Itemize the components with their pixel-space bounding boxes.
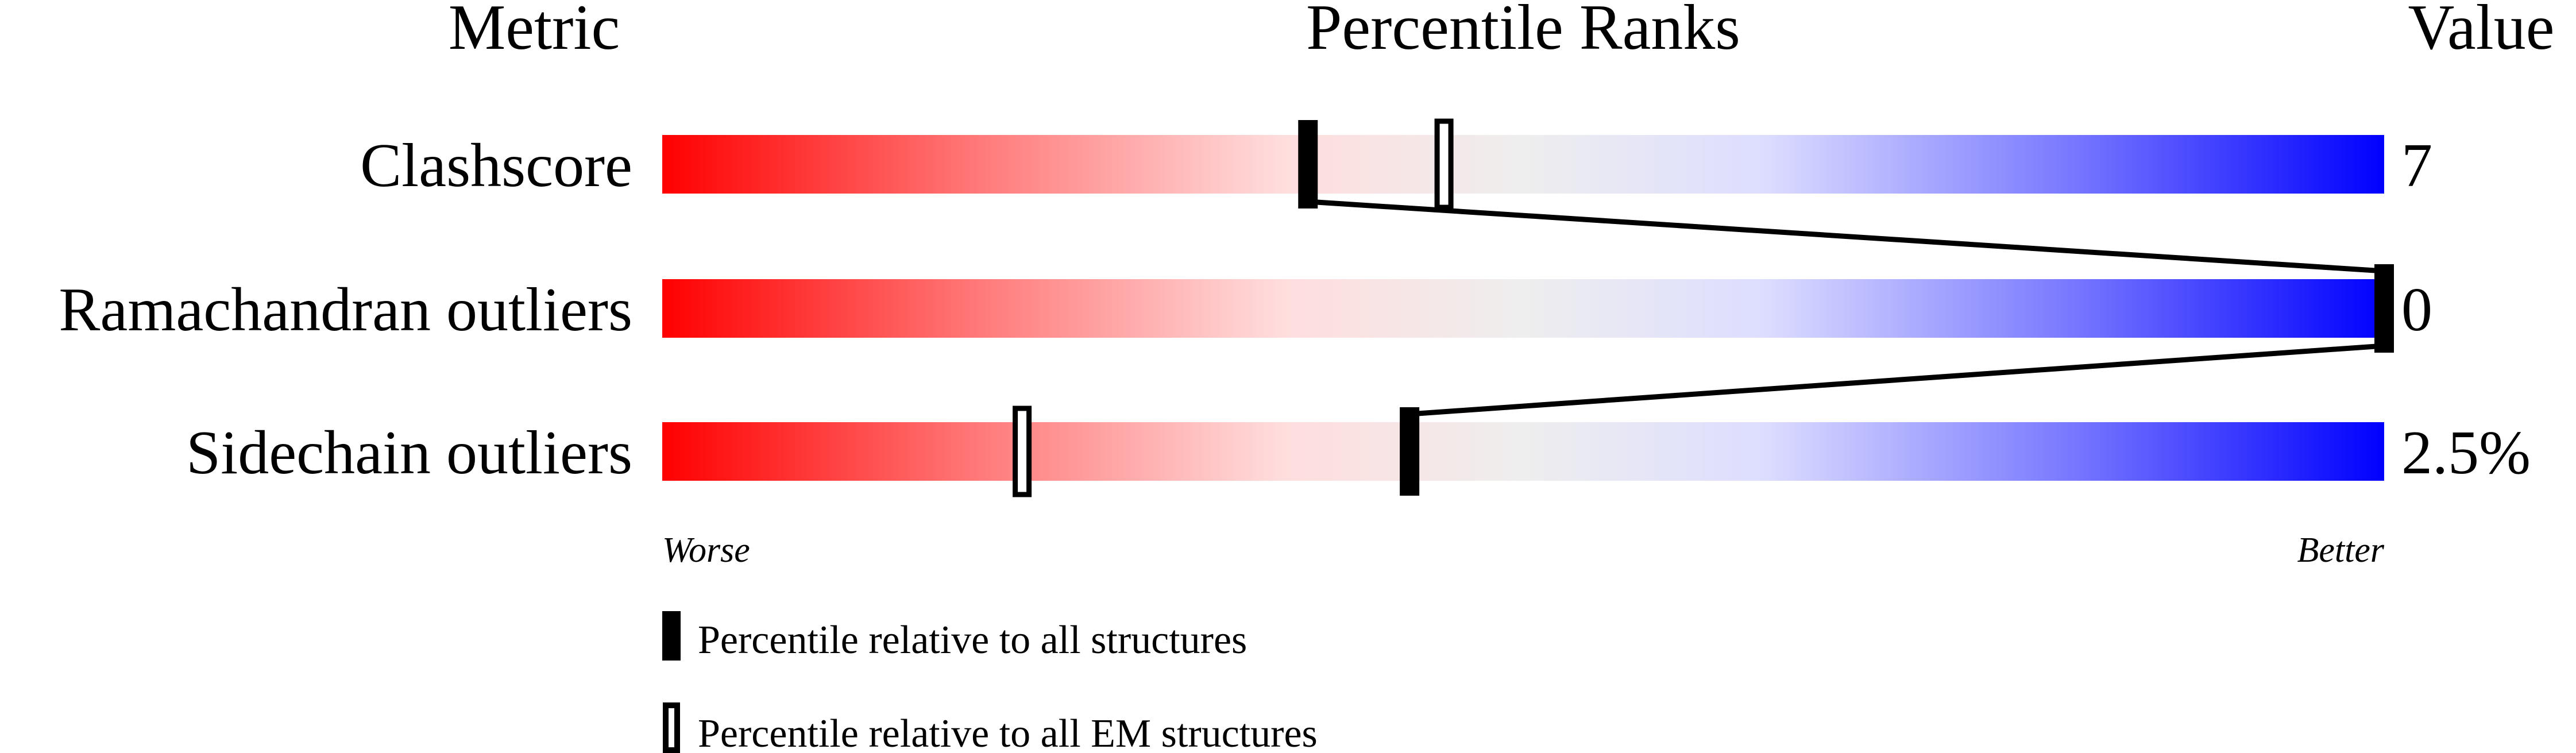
- marker-all: [1298, 120, 1318, 208]
- percentile-bar: [662, 422, 2384, 481]
- legend: Percentile relative to all structures Pe…: [662, 611, 1318, 753]
- header-metric: Metric: [449, 0, 620, 63]
- legend-marker-open: [663, 702, 680, 753]
- metric-label: Sidechain outliers: [186, 419, 632, 487]
- legend-label-all: Percentile relative to all structures: [698, 618, 1247, 662]
- metric-label: Clashscore: [360, 132, 632, 200]
- worse-label: Worse: [662, 531, 750, 570]
- metric-value: 0: [2401, 276, 2432, 344]
- marker-em: [1013, 406, 1032, 497]
- marker-all: [2374, 264, 2394, 353]
- percentile-bar: [662, 135, 2384, 194]
- marker-em: [1434, 118, 1454, 210]
- better-label: Better: [2297, 531, 2385, 570]
- legend-label-em: Percentile relative to all EM structures: [698, 712, 1318, 753]
- metric-label: Ramachandran outliers: [59, 276, 632, 344]
- header-percentile-ranks: Percentile Ranks: [1306, 0, 1740, 63]
- metric-value: 7: [2401, 132, 2432, 200]
- metric-value: 2.5%: [2401, 419, 2531, 487]
- percentile-bar: [662, 279, 2384, 338]
- header-value: Value: [2408, 0, 2554, 63]
- connector-line: [1409, 343, 2385, 417]
- legend-marker-filled: [662, 611, 681, 661]
- connector-line: [1307, 199, 2385, 274]
- marker-all: [1400, 407, 1420, 496]
